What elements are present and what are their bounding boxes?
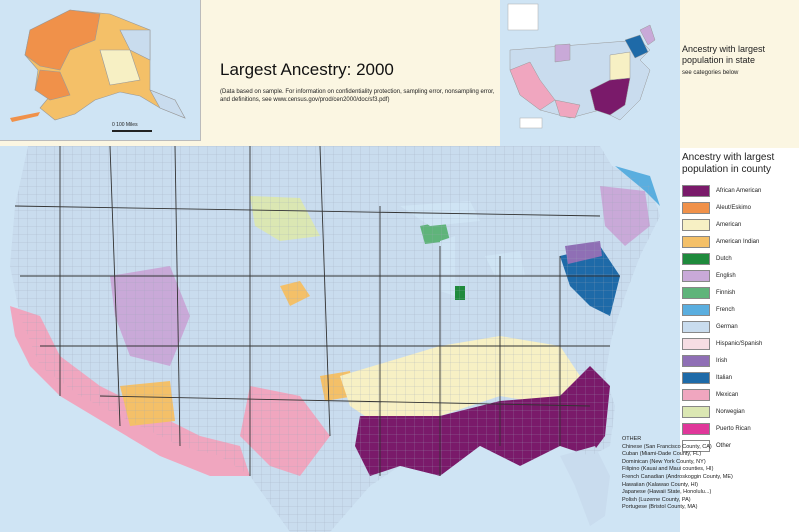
legend-label: African American <box>716 187 762 194</box>
legend-swatch <box>682 354 710 367</box>
alaska-svg <box>10 9 186 122</box>
county-map-svg <box>10 146 660 532</box>
legend-swatch <box>682 405 710 418</box>
other-heading: OTHER <box>622 436 642 442</box>
legend-swatch <box>682 252 710 265</box>
inset-subtitle: see categories below <box>682 70 739 76</box>
legend-label: German <box>716 323 738 330</box>
legend-item: English <box>682 267 799 284</box>
state-inset-map <box>500 0 680 146</box>
legend-items: African American Aleut/Eskimo American Amer… <box>682 182 799 454</box>
legend-item: French <box>682 301 799 318</box>
alaska-inset-map <box>0 0 201 141</box>
other-item: Dominican (New York County, NY) <box>622 458 706 465</box>
inset-northeast-italian <box>624 34 649 59</box>
other-item: Japanese (Hawaii State, Honolulu...) <box>622 489 712 496</box>
other-item: Polish (Luzerne County, PA) <box>622 496 691 503</box>
legend-swatch <box>682 439 710 452</box>
inset-kentucky-american <box>609 51 631 81</box>
legend-swatch <box>682 371 710 384</box>
data-note: (Data based on sample. For information o… <box>220 89 495 103</box>
watermark-url: www.dajiyuan.com <box>727 524 777 530</box>
other-item: Portugese (Bristol County, MA) <box>622 504 698 511</box>
legend-swatch <box>682 201 710 214</box>
legend-item: Puerto Rican <box>682 420 799 437</box>
legend-label: Norwegian <box>716 408 745 415</box>
county-map <box>0 146 680 532</box>
alaska-german-region <box>119 29 151 61</box>
legend-label: Irish <box>716 357 728 364</box>
aleutian-islands <box>10 112 40 122</box>
alaska-aleut-southwest-region <box>34 69 71 101</box>
region-florida <box>560 446 610 526</box>
legend-label: Other <box>716 442 732 449</box>
gulf-of-mexico <box>330 446 575 532</box>
legend-label: Puerto Rican <box>716 425 751 432</box>
legend-swatch <box>682 320 710 333</box>
legend-swatch <box>682 184 710 197</box>
legend: Ancestry with largest population in coun… <box>682 152 799 454</box>
alaska-american-region <box>99 49 141 86</box>
scale-bar <box>112 130 152 132</box>
legend-swatch <box>682 422 710 435</box>
state-boundaries <box>14 146 620 476</box>
legend-label: Dutch <box>716 255 732 262</box>
legend-item: American <box>682 216 799 233</box>
legend-item: Italian <box>682 369 799 386</box>
region-maine-french <box>615 166 660 206</box>
legend-label: French <box>716 306 735 313</box>
legend-label: Aleut/Eskimo <box>716 204 752 211</box>
other-item: Cuban (Miami-Dade County, FL) <box>622 451 702 458</box>
county-boundaries <box>10 146 660 532</box>
watermark-logo: 大纪元 <box>730 510 785 527</box>
legend-item: Irish <box>682 352 799 369</box>
legend-label: Finnish <box>716 289 736 296</box>
inset-utah-english <box>554 43 571 63</box>
legend-label: American Indian <box>716 238 760 245</box>
other-item: French Canadian (Androskoggin County, ME… <box>622 473 733 480</box>
scale-label: 0 100 Miles <box>112 122 138 128</box>
legend-swatch <box>682 303 710 316</box>
legend-item: American Indian <box>682 233 799 250</box>
alaska-aleut-north-region <box>24 9 101 71</box>
other-item: Filipino (Kauai and Maui counties, HI) <box>622 466 714 473</box>
inset-title: Ancestry with largest population in stat… <box>682 44 766 65</box>
map-title: Largest Ancestry: 2000 <box>220 60 394 79</box>
legend-item: Mexican <box>682 386 799 403</box>
legend-item: Hispanic/Spanish <box>682 335 799 352</box>
legend-label: Italian <box>716 374 733 381</box>
legend-swatch <box>682 218 710 231</box>
other-item: Chinese (San Francisco County, CA) <box>622 443 712 450</box>
inset-texas-mexican <box>554 99 581 119</box>
other-item: Hawaiian (Kalawao County, HI) <box>622 481 699 488</box>
legend-item: Aleut/Eskimo <box>682 199 799 216</box>
legend-swatch <box>682 286 710 299</box>
legend-label: English <box>716 272 736 279</box>
other-items: Chinese (San Francisco County, CA) Cuban … <box>622 444 799 512</box>
legend-item: African American <box>682 182 799 199</box>
legend-swatch <box>682 337 710 350</box>
legend-label: Mexican <box>716 391 739 398</box>
legend-swatch <box>682 388 710 401</box>
legend-swatch <box>682 235 710 248</box>
legend-item: German <box>682 318 799 335</box>
state-inset-svg <box>507 3 656 129</box>
legend-title: Ancestry with largest population in coun… <box>682 152 775 175</box>
inset-alaska <box>507 3 539 31</box>
legend-item: Other <box>682 437 799 454</box>
legend-label: Hispanic/Spanish <box>716 340 763 347</box>
inset-hawaii <box>519 117 543 129</box>
other-list: OTHER Chinese (San Francisco County, CA)… <box>622 436 799 512</box>
legend-item: Finnish <box>682 284 799 301</box>
legend-item: Norwegian <box>682 403 799 420</box>
legend-label: American <box>716 221 742 228</box>
legend-item: Dutch <box>682 250 799 267</box>
alaska-panhandle-region <box>149 89 186 119</box>
legend-swatch <box>682 269 710 282</box>
inset-maine-english <box>639 24 656 46</box>
